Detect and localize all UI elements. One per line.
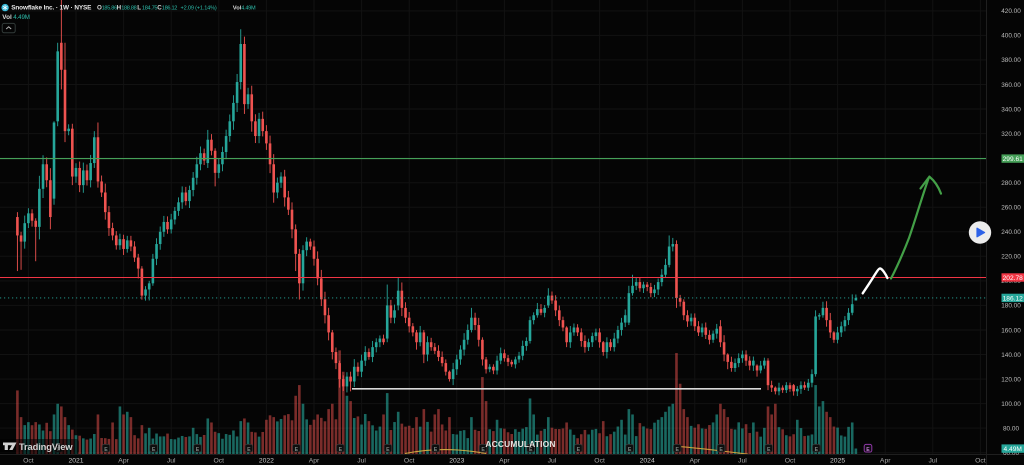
svg-text:E: E <box>247 447 251 453</box>
svg-text:E: E <box>434 447 438 453</box>
svg-text:188.88: 188.88 <box>121 6 136 12</box>
svg-text:380.00: 380.00 <box>1001 57 1021 64</box>
svg-text:299.61: 299.61 <box>1003 156 1024 163</box>
svg-text:Apr: Apr <box>690 457 701 464</box>
svg-text:184.75: 184.75 <box>142 6 157 12</box>
svg-text:H: H <box>117 5 122 12</box>
svg-text:E: E <box>866 447 870 453</box>
svg-text:E: E <box>196 447 200 453</box>
svg-text:180.00: 180.00 <box>1001 303 1021 310</box>
svg-text:E: E <box>529 447 533 453</box>
svg-text:E: E <box>104 447 108 453</box>
svg-text:4.49M: 4.49M <box>1004 446 1022 453</box>
svg-text:202.78: 202.78 <box>1003 275 1024 282</box>
svg-text:320.00: 320.00 <box>1001 131 1021 138</box>
svg-text:O: O <box>97 5 102 12</box>
svg-text:2023: 2023 <box>449 457 464 464</box>
svg-text:160.00: 160.00 <box>1001 327 1021 334</box>
svg-text:Jul: Jul <box>738 457 747 464</box>
svg-text:Oct: Oct <box>975 457 986 464</box>
svg-text:2021: 2021 <box>68 457 83 464</box>
svg-text:Jul: Jul <box>357 457 366 464</box>
svg-text:Oct: Oct <box>404 457 415 464</box>
svg-text:Snowflake Inc. · 1W · NYSE: Snowflake Inc. · 1W · NYSE <box>11 5 92 12</box>
svg-text:E: E <box>152 447 156 453</box>
svg-text:Oct: Oct <box>214 457 225 464</box>
svg-text:Jul: Jul <box>167 457 176 464</box>
svg-text:E: E <box>815 447 819 453</box>
svg-text:Oct: Oct <box>23 457 34 464</box>
svg-text:240.00: 240.00 <box>1001 229 1021 236</box>
svg-text:140.00: 140.00 <box>1001 352 1021 359</box>
svg-text:100.00: 100.00 <box>1001 401 1021 408</box>
svg-text:ACCUMULATION: ACCUMULATION <box>485 439 555 449</box>
svg-text:360.00: 360.00 <box>1001 82 1021 89</box>
svg-text:L: L <box>137 5 141 12</box>
svg-text:Jul: Jul <box>548 457 557 464</box>
svg-text:280.00: 280.00 <box>1001 180 1021 187</box>
svg-text:E: E <box>295 447 299 453</box>
svg-text:E: E <box>577 447 581 453</box>
svg-text:TradingView: TradingView <box>19 441 73 452</box>
svg-text:4.49M: 4.49M <box>241 6 256 12</box>
svg-text:60.00: 60.00 <box>1003 450 1019 457</box>
svg-text:80.00: 80.00 <box>1003 425 1019 432</box>
svg-text:186.12: 186.12 <box>1003 295 1024 302</box>
svg-text:4.49M: 4.49M <box>13 14 29 21</box>
svg-text:E: E <box>675 447 679 453</box>
svg-text:C: C <box>157 5 162 12</box>
svg-text:Apr: Apr <box>309 457 320 464</box>
svg-text:186.12: 186.12 <box>162 6 177 12</box>
svg-text:E: E <box>339 447 343 453</box>
svg-text:340.00: 340.00 <box>1001 106 1021 113</box>
svg-text:2025: 2025 <box>830 457 845 464</box>
svg-text:200.00: 200.00 <box>1001 278 1021 285</box>
svg-text:420.00: 420.00 <box>1001 8 1021 15</box>
svg-text:Jul: Jul <box>928 457 937 464</box>
svg-text:120.00: 120.00 <box>1001 376 1021 383</box>
svg-text:Vol: Vol <box>233 6 242 12</box>
svg-text:E: E <box>719 447 723 453</box>
svg-text:E: E <box>628 447 632 453</box>
svg-text:E: E <box>481 447 485 453</box>
svg-text:+2.09 (+1.14%): +2.09 (+1.14%) <box>181 6 217 12</box>
svg-text:220.00: 220.00 <box>1001 254 1021 261</box>
svg-text:260.00: 260.00 <box>1001 205 1021 212</box>
svg-text:Oct: Oct <box>594 457 605 464</box>
svg-text:E: E <box>386 447 390 453</box>
svg-text:185.86: 185.86 <box>102 6 117 12</box>
svg-text:Vol: Vol <box>2 14 12 21</box>
svg-text:Apr: Apr <box>880 457 891 464</box>
svg-text:2024: 2024 <box>640 457 655 464</box>
svg-text:Apr: Apr <box>118 457 129 464</box>
svg-text:2022: 2022 <box>259 457 274 464</box>
svg-text:Oct: Oct <box>785 457 796 464</box>
svg-text:Apr: Apr <box>499 457 510 464</box>
svg-text:400.00: 400.00 <box>1001 33 1021 40</box>
svg-text:E: E <box>767 447 771 453</box>
